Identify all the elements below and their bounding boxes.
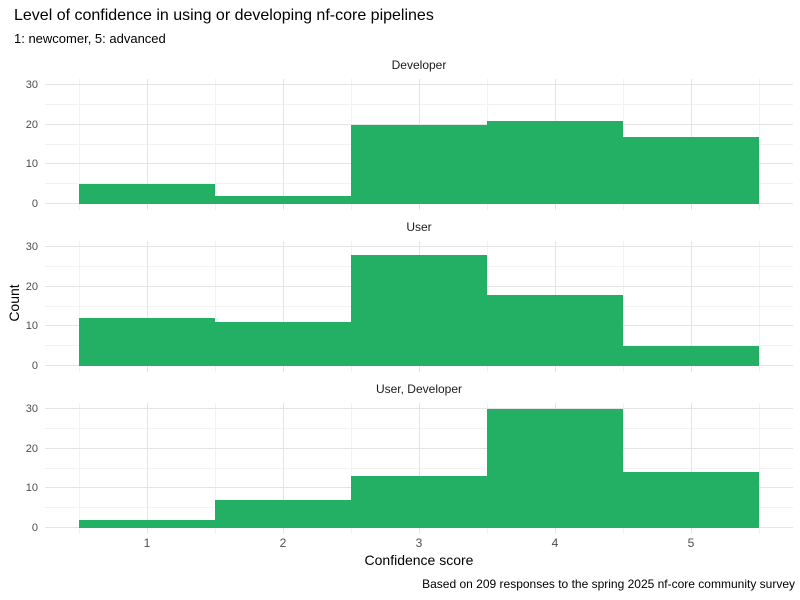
histogram-bar xyxy=(623,136,759,204)
facet-panel xyxy=(45,79,793,210)
y-tick-label: 10 xyxy=(25,320,38,333)
y-tick-label: 10 xyxy=(25,482,38,495)
gridline-x-minor xyxy=(79,79,80,210)
facet-strip-label: User xyxy=(406,220,432,234)
gridline-x-minor xyxy=(351,403,352,534)
gridline-x-minor xyxy=(215,241,216,372)
histogram-bar xyxy=(351,476,487,528)
y-tick-label: 0 xyxy=(31,198,38,210)
gridline-x-major xyxy=(691,403,692,534)
x-tick-label: 1 xyxy=(143,536,151,550)
histogram-bar xyxy=(351,124,487,204)
gridline-x-minor xyxy=(79,403,80,534)
gridline-x-minor xyxy=(623,241,624,372)
histogram-bar xyxy=(487,294,623,366)
y-tick-label: 20 xyxy=(25,442,38,455)
x-tick-label: 3 xyxy=(415,536,423,550)
y-tick-label: 0 xyxy=(31,522,38,534)
x-tick-label: 2 xyxy=(279,536,287,550)
x-axis-title: Confidence score xyxy=(364,552,474,568)
gridline-x-minor xyxy=(79,241,80,372)
histogram-bar xyxy=(623,346,759,366)
x-tick-label: 5 xyxy=(687,536,695,550)
chart-title: Level of confidence in using or developi… xyxy=(14,7,434,24)
y-tick-label: 20 xyxy=(25,118,38,131)
histogram-bar xyxy=(487,409,623,528)
histogram-bar xyxy=(79,520,215,528)
gridline-x-major xyxy=(147,403,148,534)
y-tick-label: 10 xyxy=(25,158,38,171)
gridline-x-minor xyxy=(759,241,760,372)
histogram-bar xyxy=(215,500,351,528)
gridline-x-major xyxy=(419,403,420,534)
histogram-bar xyxy=(215,322,351,366)
facet-panel xyxy=(45,403,793,534)
y-tick-label: 30 xyxy=(25,402,38,415)
gridline-x-minor xyxy=(759,403,760,534)
gridline-x-major xyxy=(283,241,284,372)
facet-panel xyxy=(45,241,793,372)
gridline-x-major xyxy=(283,403,284,534)
histogram-bar xyxy=(215,196,351,204)
chart-subtitle: 1: newcomer, 5: advanced xyxy=(14,31,166,46)
x-tick-label: 4 xyxy=(551,536,559,550)
histogram-bar xyxy=(623,472,759,528)
gridline-x-major xyxy=(283,79,284,210)
y-tick-label: 30 xyxy=(25,78,38,91)
y-tick-label: 30 xyxy=(25,240,38,253)
gridline-x-major xyxy=(691,241,692,372)
y-tick-label: 0 xyxy=(31,360,38,372)
facet-strip-label: User, Developer xyxy=(375,382,463,396)
histogram-bar xyxy=(351,254,487,366)
gridline-x-minor xyxy=(623,403,624,534)
histogram-bar xyxy=(487,120,623,204)
y-tick-label: 20 xyxy=(25,280,38,293)
histogram-bar xyxy=(79,318,215,366)
gridline-x-major xyxy=(147,241,148,372)
gridline-x-minor xyxy=(215,79,216,210)
gridline-x-minor xyxy=(759,79,760,210)
histogram-bar xyxy=(79,184,215,204)
facet-strip-label: Developer xyxy=(391,58,447,72)
gridline-x-major xyxy=(147,79,148,210)
chart-caption: Based on 209 responses to the spring 202… xyxy=(422,577,795,591)
gridline-x-minor xyxy=(215,403,216,534)
